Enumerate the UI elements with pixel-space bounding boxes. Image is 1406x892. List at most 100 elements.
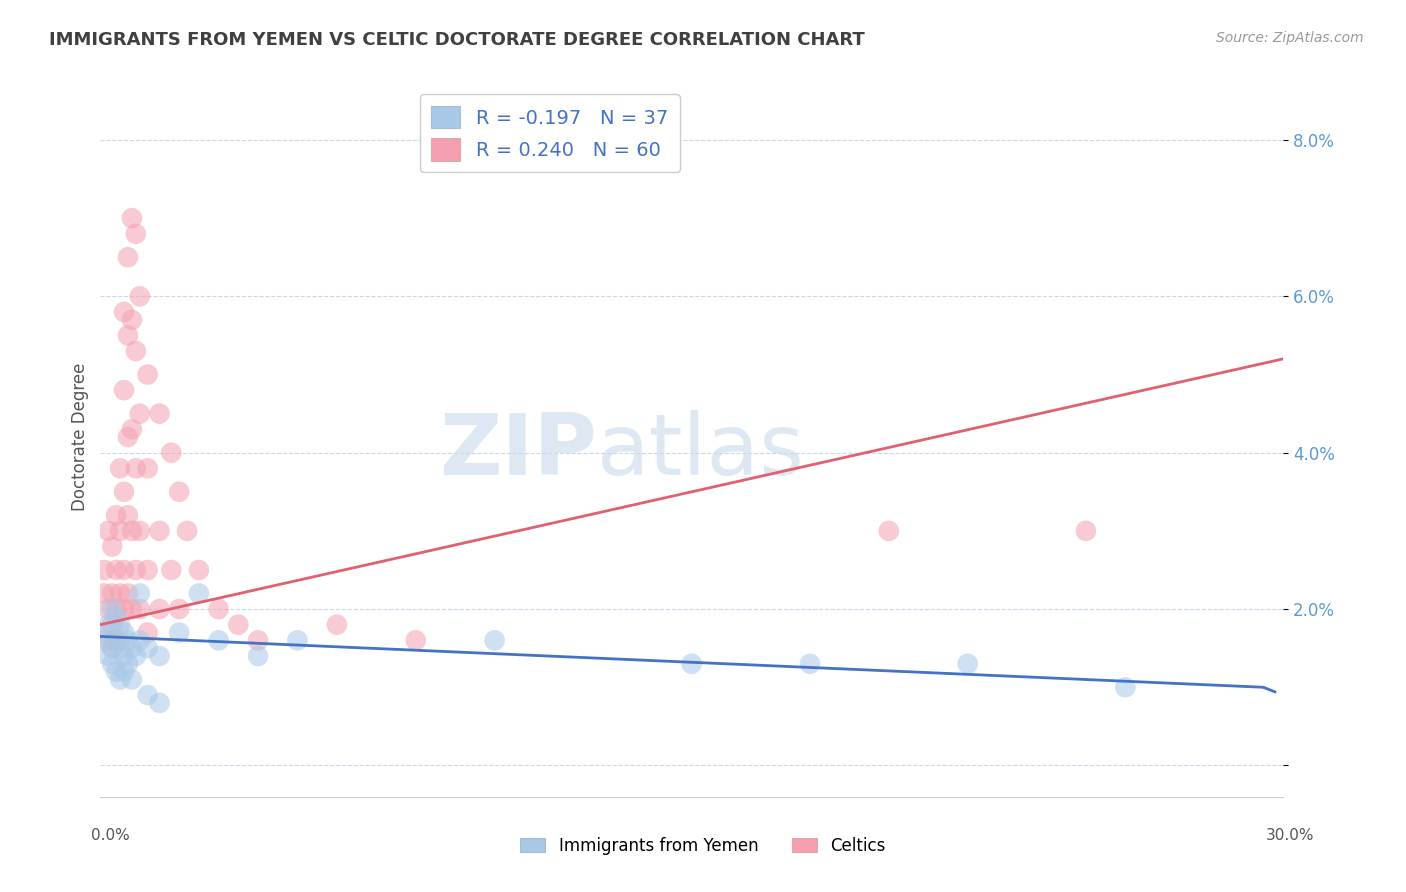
- Point: [405, 633, 427, 648]
- Y-axis label: Doctorate Degree: Doctorate Degree: [72, 363, 89, 511]
- Point: [101, 586, 124, 600]
- Point: [121, 422, 143, 436]
- Point: [112, 602, 135, 616]
- Point: [112, 665, 135, 679]
- Point: [160, 446, 183, 460]
- Point: [117, 508, 139, 523]
- Point: [125, 648, 148, 663]
- Point: [136, 625, 159, 640]
- Point: [101, 540, 124, 554]
- Point: [101, 657, 124, 671]
- Text: atlas: atlas: [598, 410, 806, 493]
- Point: [125, 563, 148, 577]
- Point: [97, 524, 120, 538]
- Point: [93, 563, 115, 577]
- Point: [287, 633, 309, 648]
- Point: [326, 617, 349, 632]
- Point: [187, 586, 209, 600]
- Point: [121, 602, 143, 616]
- Point: [125, 461, 148, 475]
- Point: [121, 313, 143, 327]
- Point: [160, 563, 183, 577]
- Point: [105, 665, 128, 679]
- Point: [128, 586, 150, 600]
- Point: [176, 524, 198, 538]
- Point: [148, 602, 170, 616]
- Legend: R = -0.197   N = 37, R = 0.240   N = 60: R = -0.197 N = 37, R = 0.240 N = 60: [419, 95, 681, 172]
- Point: [681, 657, 703, 671]
- Point: [108, 641, 131, 656]
- Text: IMMIGRANTS FROM YEMEN VS CELTIC DOCTORATE DEGREE CORRELATION CHART: IMMIGRANTS FROM YEMEN VS CELTIC DOCTORAT…: [49, 31, 865, 49]
- Text: Source: ZipAtlas.com: Source: ZipAtlas.com: [1216, 31, 1364, 45]
- Point: [117, 657, 139, 671]
- Point: [108, 461, 131, 475]
- Point: [101, 617, 124, 632]
- Point: [247, 633, 270, 648]
- Point: [117, 586, 139, 600]
- Point: [956, 657, 979, 671]
- Point: [105, 563, 128, 577]
- Point: [117, 633, 139, 648]
- Point: [128, 289, 150, 303]
- Point: [187, 563, 209, 577]
- Point: [112, 648, 135, 663]
- Point: [167, 484, 190, 499]
- Point: [136, 368, 159, 382]
- Point: [484, 633, 506, 648]
- Point: [93, 625, 115, 640]
- Point: [101, 641, 124, 656]
- Point: [148, 696, 170, 710]
- Point: [128, 633, 150, 648]
- Point: [247, 648, 270, 663]
- Point: [121, 524, 143, 538]
- Point: [136, 461, 159, 475]
- Point: [148, 524, 170, 538]
- Point: [121, 211, 143, 226]
- Point: [97, 648, 120, 663]
- Point: [128, 524, 150, 538]
- Point: [207, 633, 229, 648]
- Point: [125, 344, 148, 359]
- Point: [1074, 524, 1097, 538]
- Point: [128, 602, 150, 616]
- Text: ZIP: ZIP: [439, 410, 598, 493]
- Point: [136, 641, 159, 656]
- Point: [117, 430, 139, 444]
- Point: [108, 524, 131, 538]
- Point: [105, 610, 128, 624]
- Point: [108, 633, 131, 648]
- Point: [93, 633, 115, 648]
- Point: [167, 625, 190, 640]
- Point: [93, 586, 115, 600]
- Point: [128, 407, 150, 421]
- Point: [877, 524, 900, 538]
- Point: [97, 633, 120, 648]
- Point: [97, 617, 120, 632]
- Point: [136, 688, 159, 702]
- Point: [97, 602, 120, 616]
- Point: [108, 617, 131, 632]
- Point: [112, 305, 135, 319]
- Point: [105, 602, 128, 616]
- Point: [108, 586, 131, 600]
- Point: [148, 648, 170, 663]
- Point: [101, 602, 124, 616]
- Point: [108, 673, 131, 687]
- Point: [112, 484, 135, 499]
- Point: [117, 328, 139, 343]
- Point: [207, 602, 229, 616]
- Point: [136, 563, 159, 577]
- Point: [125, 227, 148, 241]
- Point: [148, 407, 170, 421]
- Point: [228, 617, 250, 632]
- Point: [167, 602, 190, 616]
- Point: [101, 641, 124, 656]
- Point: [112, 563, 135, 577]
- Text: 0.0%: 0.0%: [91, 828, 131, 843]
- Point: [105, 633, 128, 648]
- Point: [121, 641, 143, 656]
- Point: [1114, 680, 1136, 694]
- Point: [105, 508, 128, 523]
- Point: [799, 657, 821, 671]
- Point: [112, 625, 135, 640]
